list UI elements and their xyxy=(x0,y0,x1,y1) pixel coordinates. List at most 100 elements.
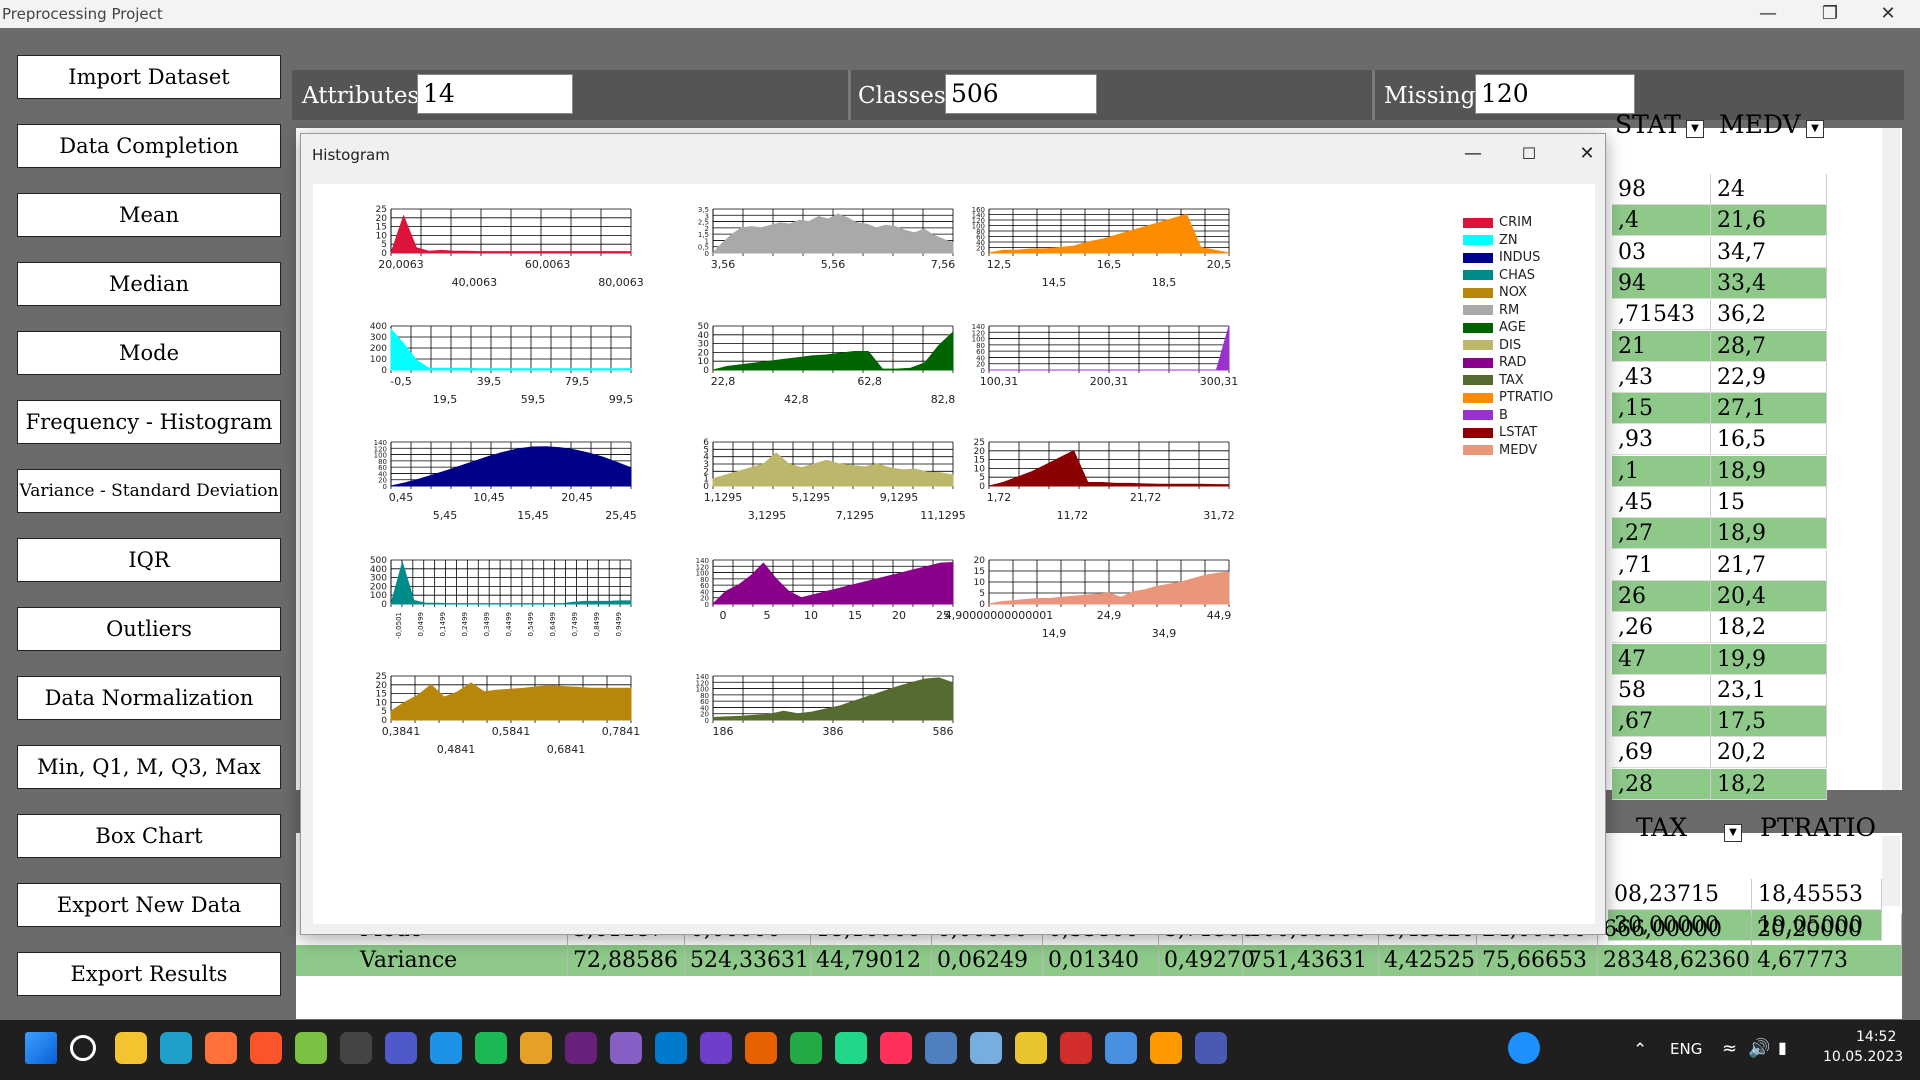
sidebar-button-export-new-data[interactable]: Export New Data xyxy=(17,883,281,927)
network-icon[interactable] xyxy=(1105,1032,1137,1064)
maximize-icon[interactable]: ☐ xyxy=(1521,144,1537,163)
chevron-up-icon[interactable]: ⌃ xyxy=(1633,1040,1648,1060)
table-cell[interactable]: ,1 xyxy=(1612,455,1711,487)
table-cell[interactable]: 47 xyxy=(1612,643,1711,675)
chevron-down-icon[interactable]: ▼ xyxy=(1724,824,1742,842)
brave-icon[interactable] xyxy=(250,1032,282,1064)
intellij-icon[interactable] xyxy=(880,1032,912,1064)
close-icon[interactable]: ✕ xyxy=(1579,143,1595,164)
table-cell[interactable]: 08,23715 xyxy=(1608,879,1752,910)
edge-icon[interactable] xyxy=(160,1032,192,1064)
table-cell[interactable]: ,43 xyxy=(1612,361,1711,393)
table-cell[interactable]: 34,7 xyxy=(1711,236,1827,268)
sidebar-button-min-q1-m-q3-max[interactable]: Min, Q1, M, Q3, Max xyxy=(17,745,281,789)
table-cell[interactable]: ,4 xyxy=(1612,205,1711,237)
table-cell[interactable]: 0,06249 xyxy=(932,945,1043,976)
table-cell[interactable]: 19,05000 xyxy=(1752,910,1882,941)
table-cell[interactable]: ,26 xyxy=(1612,612,1711,644)
table-cell[interactable]: 33,4 xyxy=(1711,267,1827,299)
sidebar-button-data-normalization[interactable]: Data Normalization xyxy=(17,676,281,720)
table-cell[interactable]: 20,2 xyxy=(1711,737,1827,769)
table-cell[interactable]: 94 xyxy=(1612,267,1711,299)
table-cell[interactable]: 0,49270 xyxy=(1159,945,1255,976)
volume-icon[interactable]: 🔊 xyxy=(1748,1038,1771,1059)
table-cell[interactable]: ,93 xyxy=(1612,424,1711,456)
language-indicator[interactable]: ENG xyxy=(1670,1040,1703,1058)
table-cell[interactable]: 18,2 xyxy=(1711,768,1827,800)
column-header-lstat[interactable]: STAT xyxy=(1615,110,1681,139)
column-header-tax[interactable]: TAX xyxy=(1636,813,1688,842)
table-cell[interactable]: ,28 xyxy=(1612,768,1711,800)
teams-icon[interactable] xyxy=(385,1032,417,1064)
battery-icon[interactable]: ▮ xyxy=(1778,1038,1787,1057)
table-cell[interactable]: ,71 xyxy=(1612,549,1711,581)
table-cell[interactable]: 28,7 xyxy=(1711,330,1827,362)
firefox-icon[interactable] xyxy=(205,1032,237,1064)
table-cell[interactable]: 21,7 xyxy=(1711,549,1827,581)
chevron-down-icon[interactable]: ▼ xyxy=(1806,120,1824,138)
table-cell[interactable]: 666,00000 xyxy=(1598,914,1752,945)
obs-icon[interactable] xyxy=(340,1032,372,1064)
table-cell[interactable]: 18,9 xyxy=(1711,518,1827,550)
table-cell[interactable]: 19,9 xyxy=(1711,643,1827,675)
table-cell[interactable]: 18,2 xyxy=(1711,612,1827,644)
missing-field[interactable]: 120 xyxy=(1475,74,1635,114)
sidebar-button-variance-standard-deviation[interactable]: Variance - Standard Deviation xyxy=(17,469,281,513)
table-cell[interactable]: 03 xyxy=(1612,236,1711,268)
app-icon[interactable] xyxy=(1508,1032,1540,1064)
close-icon[interactable]: ✕ xyxy=(1880,3,1896,24)
sidebar-button-median[interactable]: Median xyxy=(17,262,281,306)
table-cell[interactable]: 20,4 xyxy=(1711,580,1827,612)
search-icon[interactable] xyxy=(70,1035,96,1061)
vscode-icon[interactable] xyxy=(655,1032,687,1064)
table-cell[interactable]: 26 xyxy=(1612,580,1711,612)
table-cell[interactable]: 0,01340 xyxy=(1043,945,1159,976)
sidebar-button-frequency-histogram[interactable]: Frequency - Histogram xyxy=(17,400,281,444)
rstudio-icon[interactable] xyxy=(970,1032,1002,1064)
sidebar-button-iqr[interactable]: IQR xyxy=(17,538,281,582)
table-cell[interactable]: 23,1 xyxy=(1711,674,1827,706)
table-cell[interactable]: ,67 xyxy=(1612,706,1711,738)
vs2-icon[interactable] xyxy=(610,1032,642,1064)
table-cell[interactable]: 18,45553 xyxy=(1752,879,1882,910)
table-cell[interactable]: 20,20000 xyxy=(1752,914,1902,945)
table-cell[interactable]: 75,66653 xyxy=(1477,945,1598,976)
table-cell[interactable]: 58 xyxy=(1612,674,1711,706)
vs-icon[interactable] xyxy=(565,1032,597,1064)
table-cell[interactable]: 98 xyxy=(1612,174,1711,205)
wifi-icon[interactable]: ≈ xyxy=(1722,1038,1738,1059)
table-cell[interactable]: 17,5 xyxy=(1711,706,1827,738)
r-icon[interactable] xyxy=(925,1032,957,1064)
restore-icon[interactable]: ❐ xyxy=(1821,3,1839,24)
editor-icon[interactable] xyxy=(1195,1032,1227,1064)
table-cell[interactable]: 21,6 xyxy=(1711,205,1827,237)
sidebar-button-mean[interactable]: Mean xyxy=(17,193,281,237)
table-cell[interactable]: 36,2 xyxy=(1711,299,1827,331)
chevron-down-icon[interactable]: ▼ xyxy=(1686,120,1704,138)
table-cell[interactable]: 21 xyxy=(1612,330,1711,362)
matlab-icon[interactable] xyxy=(745,1032,777,1064)
photos-icon[interactable] xyxy=(520,1032,552,1064)
column-header-medv[interactable]: MEDV xyxy=(1719,110,1801,139)
hotspot-icon[interactable] xyxy=(790,1032,822,1064)
sidebar-button-box-chart[interactable]: Box Chart xyxy=(17,814,281,858)
variance-row[interactable]: Variance 72,88586 524,33631 44,79012 0,06249… xyxy=(296,945,1902,976)
classes-field[interactable]: 506 xyxy=(945,74,1097,114)
clock-date[interactable]: 10.05.2023 xyxy=(1823,1049,1904,1065)
pycharm-icon[interactable] xyxy=(835,1032,867,1064)
windows-icon[interactable] xyxy=(25,1032,57,1064)
table-cell[interactable]: 24 xyxy=(1711,174,1827,205)
camtasia-icon[interactable] xyxy=(295,1032,327,1064)
github-icon[interactable] xyxy=(700,1032,732,1064)
mendeley-icon[interactable] xyxy=(1060,1032,1092,1064)
table-cell[interactable]: ,45 xyxy=(1612,487,1711,518)
minimize-icon[interactable]: — xyxy=(1759,3,1777,24)
table-cell[interactable]: 15 xyxy=(1711,487,1827,518)
table-cell[interactable]: 72,88586 xyxy=(568,945,685,976)
table-cell[interactable]: 18,9 xyxy=(1711,455,1827,487)
sidebar-button-mode[interactable]: Mode xyxy=(17,331,281,375)
spotify-icon[interactable] xyxy=(475,1032,507,1064)
table-cell[interactable]: 28348,62360 xyxy=(1598,945,1752,976)
stats-scrollbar[interactable] xyxy=(1882,836,1900,906)
sidebar-button-import-dataset[interactable]: Import Dataset xyxy=(17,55,281,99)
